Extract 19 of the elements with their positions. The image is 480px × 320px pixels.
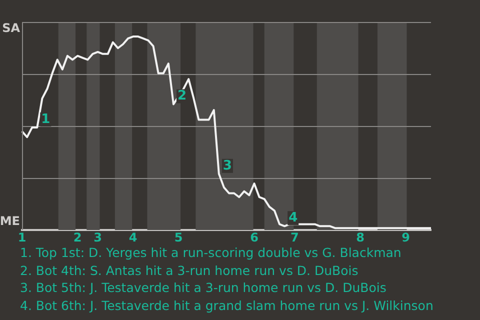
x-tick-label: 8 [356,230,364,244]
text: 2. Bot 4th: S. Antas hit a 3-run home run vs D. DuBois [20,262,360,279]
x-tick-label: 6 [250,230,258,244]
annotation: 2 [177,88,187,104]
text: ME [0,214,20,228]
x-tick-label: 4 [128,230,138,244]
x-tick-label: 5 [174,230,183,244]
text: 1. Top 1st: D. Yerges hit a run-scoring double vs G. Blackman [20,244,402,262]
annotation: 3 [222,158,232,174]
x-tick-label: 2 [73,230,82,244]
text: 3. Bot 5th: J. Testaverde hit a 3-run home run vs D. DuBois [20,279,388,296]
x-tick-label: 9 [402,230,410,244]
x-tick-label: 3 [94,230,102,244]
x-tick-label: 1 [18,230,26,244]
x-tick-label: 7 [290,230,299,244]
text: SA [2,21,21,36]
text: 4. Bot 6th: J. Testaverde hit a grand slam home run vs J. Wilkinson [20,296,434,314]
annotation: 4 [288,210,298,226]
annotation: 1 [41,112,50,127]
